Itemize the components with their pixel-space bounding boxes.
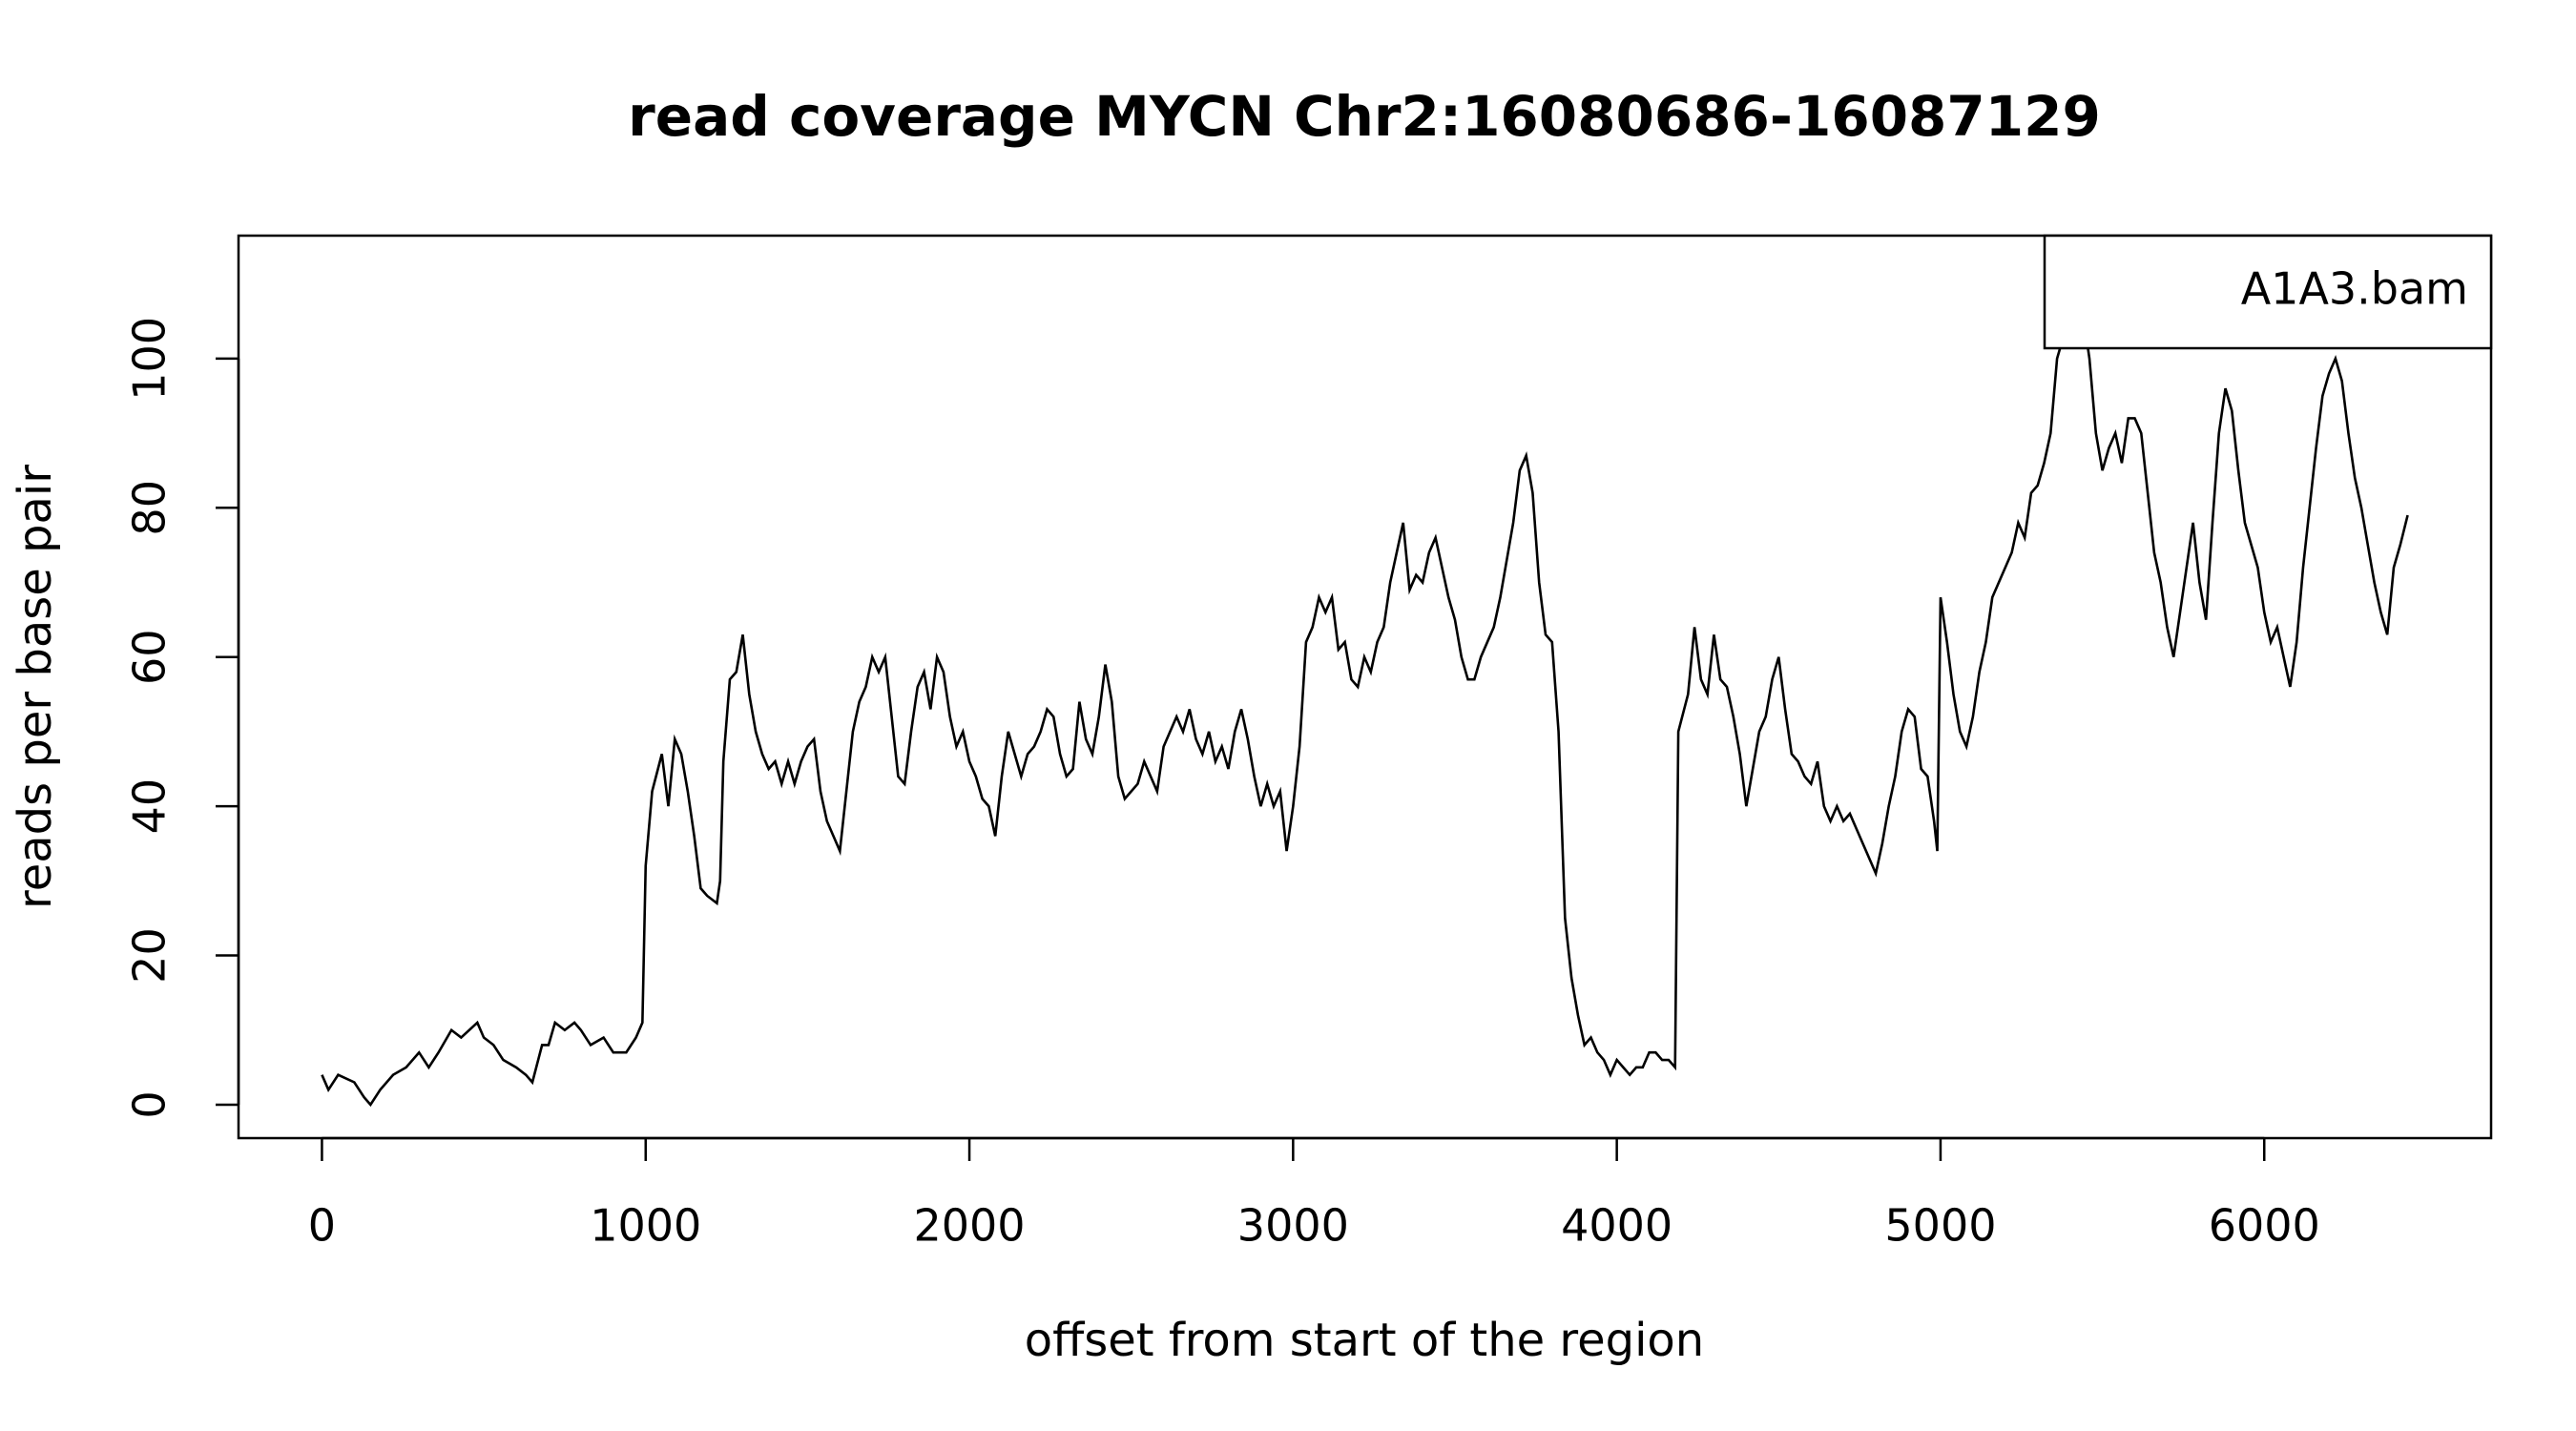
x-tick-label: 1000 [590,1200,701,1252]
y-tick-label: 60 [124,629,176,685]
y-tick-label: 20 [124,927,176,984]
chart-title: read coverage MYCN Chr2:16080686-1608712… [628,84,2101,149]
x-tick-label: 3000 [1237,1200,1349,1252]
data-line [321,280,2409,1108]
x-tick-label: 5000 [1884,1200,1996,1252]
legend-label: A1A3.bam [2241,263,2468,315]
x-tick-label: 0 [308,1200,336,1252]
y-tick-label: 100 [124,317,176,401]
y-tick-label: 0 [124,1090,176,1118]
y-tick-label: 80 [124,480,176,536]
x-tick-label: 2000 [914,1200,1026,1252]
y-axis-title: reads per base pair [9,465,62,909]
x-tick-label: 6000 [2209,1200,2320,1252]
y-tick-label: 40 [124,778,176,835]
x-axis-title: offset from start of the region [1025,1314,1704,1367]
legend-box [2043,234,2493,350]
plot-frame [237,234,2493,1140]
x-tick-label: 4000 [1561,1200,1672,1252]
